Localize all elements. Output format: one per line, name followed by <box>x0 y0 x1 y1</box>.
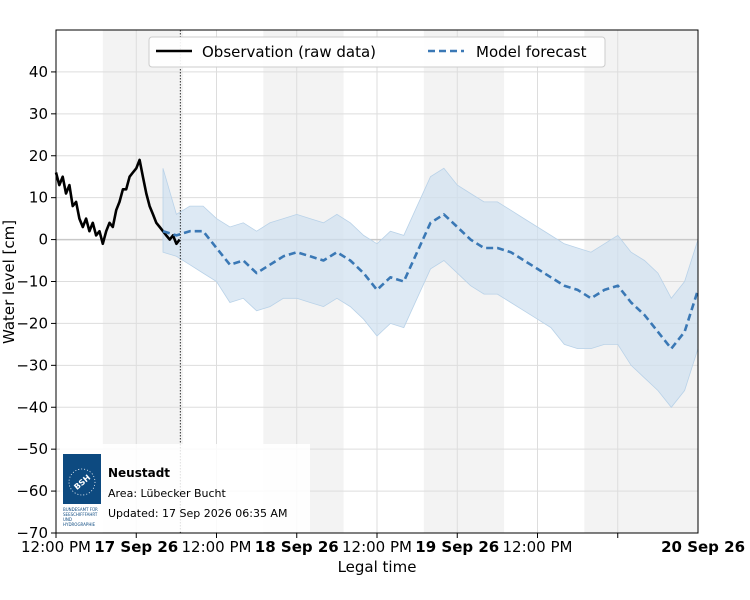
legend-box <box>148 36 606 68</box>
observation-line <box>54 158 181 246</box>
y-tick-label: −60 <box>16 482 48 500</box>
info-box-background <box>60 444 310 532</box>
svg-text:SEESCHIFFFAHRT: SEESCHIFFFAHRT <box>63 512 98 517</box>
svg-text:HYDROGRAPHIE: HYDROGRAPHIE <box>63 522 96 527</box>
x-tick-label: 17 Sep 26 <box>94 538 178 556</box>
x-tick-label: 12:00 PM <box>342 538 412 556</box>
x-tick-label: 12:00 PM <box>503 538 573 556</box>
y-tick-label: −40 <box>16 398 48 416</box>
station-name: Neustadt <box>108 466 170 480</box>
x-tick-label: 20 Sep 26 <box>661 538 745 556</box>
legend: Observation (raw data) Model forecast <box>148 36 606 68</box>
y-tick-label: 10 <box>29 189 48 207</box>
svg-text:UND: UND <box>63 517 72 522</box>
x-tick-label: 12:00 PM <box>21 538 91 556</box>
y-tick-label: 0 <box>38 231 48 249</box>
legend-label-observation: Observation (raw data) <box>202 43 376 61</box>
y-tick-label: −70 <box>16 524 48 542</box>
series-lines <box>54 158 700 350</box>
y-tick-label: −50 <box>16 440 48 458</box>
station-info-box: BSH BUNDESAMT FÜR SEESCHIFFFAHRT UND HYD… <box>60 444 310 532</box>
x-tick-label: 12:00 PM <box>182 538 252 556</box>
x-tick-label: 19 Sep 26 <box>415 538 499 556</box>
x-tick-label: 18 Sep 26 <box>255 538 339 556</box>
svg-text:BUNDESAMT FÜR: BUNDESAMT FÜR <box>63 507 98 512</box>
bsh-logo-icon: BSH BUNDESAMT FÜR SEESCHIFFFAHRT UND HYD… <box>63 454 101 527</box>
x-ticks: 12:00 PM 17 Sep 26 12:00 PM 18 Sep 26 12:00 … <box>21 533 745 556</box>
y-tick-label: −20 <box>16 314 48 332</box>
y-tick-label: 40 <box>29 63 48 81</box>
legend-label-forecast: Model forecast <box>476 43 587 61</box>
x-axis-label: Legal time <box>338 558 417 576</box>
update-time: Updated: 17 Sep 2026 06:35 AM <box>108 507 287 520</box>
station-area: Area: Lübecker Bucht <box>108 487 227 500</box>
y-tick-label: −30 <box>16 356 48 374</box>
y-tick-label: −10 <box>16 273 48 291</box>
y-ticks: −70 −60 −50 −40 −30 −20 −10 0 10 20 30 40 <box>16 63 56 542</box>
y-tick-label: 30 <box>29 105 48 123</box>
y-axis-label: Water level [cm] <box>0 220 18 344</box>
y-tick-label: 20 <box>29 147 48 165</box>
